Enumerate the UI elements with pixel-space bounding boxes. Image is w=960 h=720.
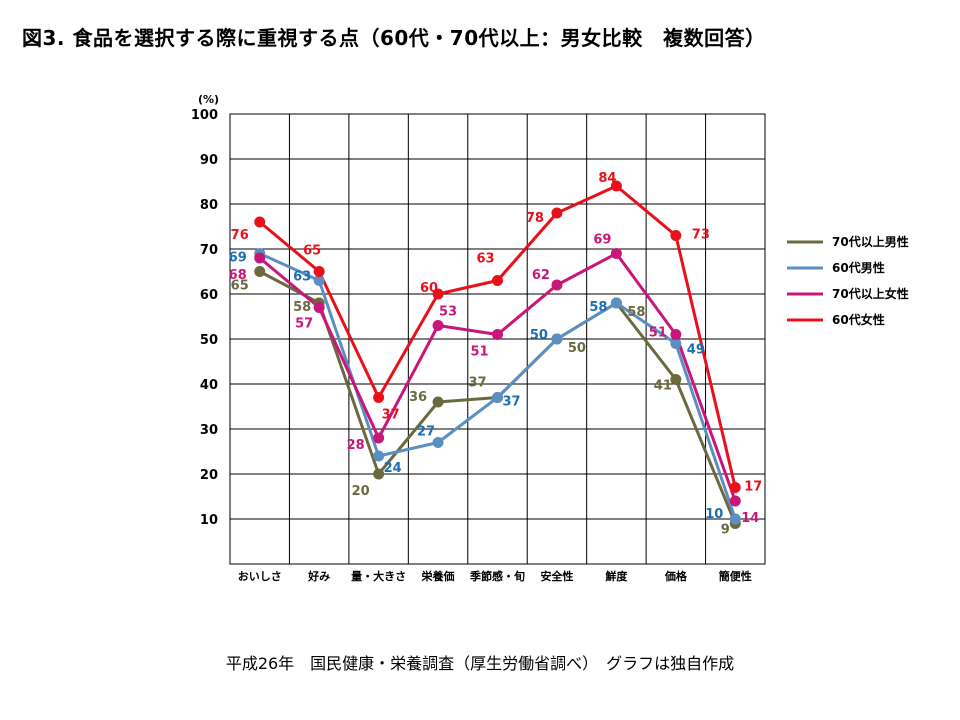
x-tick-label: 鮮度 bbox=[605, 569, 628, 583]
data-point bbox=[729, 495, 741, 507]
data-label: 84 bbox=[598, 171, 616, 186]
data-label: 76 bbox=[231, 228, 249, 243]
y-unit-label: (%) bbox=[198, 93, 219, 106]
y-tick-label: 70 bbox=[200, 243, 218, 258]
data-label: 20 bbox=[352, 484, 370, 499]
data-label: 27 bbox=[417, 425, 435, 440]
data-label: 69 bbox=[593, 233, 611, 248]
x-tick-label: 価格 bbox=[664, 569, 688, 583]
y-tick-label: 90 bbox=[200, 153, 218, 168]
x-tick-label: おいしさ bbox=[238, 570, 282, 583]
legend-label: 70代以上女性 bbox=[832, 286, 909, 301]
data-point bbox=[729, 513, 741, 525]
data-label: 63 bbox=[476, 252, 494, 267]
y-tick-label: 10 bbox=[200, 513, 218, 528]
y-tick-label: 50 bbox=[200, 333, 218, 348]
data-point bbox=[670, 230, 682, 241]
y-tick-label: 20 bbox=[200, 468, 218, 483]
line-chart: 10 20 30 40 50 60 70 80 90 100 (%) おいしさ 好み 量・大きさ 栄養価 季節… bbox=[191, 93, 909, 583]
data-label: 50 bbox=[530, 328, 548, 343]
y-tick-label: 80 bbox=[200, 198, 218, 213]
data-label: 28 bbox=[347, 438, 365, 453]
source-note: 平成26年 国民健康・栄養調査（厚生労働省調べ） グラフは独自作成 bbox=[225, 654, 735, 673]
data-label: 58 bbox=[589, 300, 607, 315]
data-label: 24 bbox=[384, 461, 402, 476]
data-label: 37 bbox=[468, 376, 486, 391]
data-point bbox=[610, 180, 622, 192]
y-tick-label: 100 bbox=[191, 108, 218, 123]
data-label: 17 bbox=[744, 480, 762, 495]
data-point bbox=[432, 437, 444, 448]
data-label: 78 bbox=[526, 211, 544, 226]
data-label: 37 bbox=[382, 408, 400, 423]
data-point bbox=[373, 450, 385, 462]
data-point bbox=[551, 207, 563, 219]
data-label: 62 bbox=[532, 268, 550, 283]
y-tick-label: 60 bbox=[200, 288, 218, 303]
data-point bbox=[373, 392, 385, 403]
legend-label: 60代男性 bbox=[832, 260, 885, 275]
legend-label: 70代以上男性 bbox=[832, 234, 909, 249]
data-point bbox=[373, 468, 385, 480]
data-point bbox=[551, 333, 563, 345]
data-label: 68 bbox=[229, 268, 247, 283]
data-label: 53 bbox=[439, 305, 457, 320]
data-point bbox=[551, 279, 563, 291]
data-label: 9 bbox=[721, 523, 730, 538]
data-label: 58 bbox=[293, 300, 311, 315]
x-tick-label: 量・大きさ bbox=[351, 569, 406, 583]
data-label: 60 bbox=[420, 281, 438, 296]
data-label: 69 bbox=[229, 251, 247, 266]
x-tick-label: 安全性 bbox=[540, 569, 573, 583]
data-point bbox=[313, 275, 325, 286]
data-label: 41 bbox=[654, 379, 672, 394]
data-point bbox=[729, 482, 741, 493]
data-label: 51 bbox=[649, 326, 667, 341]
data-label: 14 bbox=[741, 511, 759, 526]
y-tick-label: 30 bbox=[200, 423, 218, 438]
data-label: 51 bbox=[470, 345, 488, 360]
data-point bbox=[313, 266, 325, 277]
x-tick-label: 季節感・旬 bbox=[469, 569, 525, 583]
data-label: 36 bbox=[409, 390, 427, 405]
data-label: 65 bbox=[231, 279, 249, 294]
data-label: 63 bbox=[293, 270, 311, 285]
data-point bbox=[313, 302, 325, 313]
data-point bbox=[610, 297, 622, 309]
y-tick-label: 40 bbox=[200, 378, 218, 393]
data-point bbox=[254, 252, 266, 264]
data-label: 57 bbox=[295, 317, 313, 332]
data-point bbox=[492, 392, 503, 403]
data-label: 10 bbox=[705, 507, 723, 522]
data-label: 50 bbox=[568, 341, 586, 356]
legend-label: 60代女性 bbox=[832, 312, 885, 327]
data-point bbox=[670, 329, 682, 340]
data-point bbox=[670, 338, 682, 349]
data-point bbox=[373, 432, 385, 444]
data-label: 73 bbox=[692, 228, 710, 243]
data-point bbox=[254, 216, 266, 228]
chart-title: 図3. 食品を選択する際に重視する点（60代・70代以上：男女比較 複数回答） bbox=[22, 26, 766, 50]
data-label: 58 bbox=[627, 305, 645, 320]
series-line bbox=[258, 252, 737, 502]
data-point bbox=[254, 266, 266, 277]
x-tick-label: 簡便性 bbox=[719, 569, 752, 583]
data-label: 65 bbox=[303, 244, 321, 259]
data-point bbox=[670, 374, 682, 385]
data-point bbox=[492, 329, 503, 340]
data-label: 49 bbox=[687, 343, 705, 358]
data-point bbox=[492, 275, 503, 286]
x-tick-label: 好み bbox=[307, 569, 330, 583]
x-tick-label: 栄養価 bbox=[421, 569, 455, 583]
data-point bbox=[610, 248, 622, 259]
data-point bbox=[432, 288, 444, 300]
data-point bbox=[432, 396, 444, 408]
data-label: 37 bbox=[502, 395, 520, 410]
data-point bbox=[432, 320, 444, 331]
